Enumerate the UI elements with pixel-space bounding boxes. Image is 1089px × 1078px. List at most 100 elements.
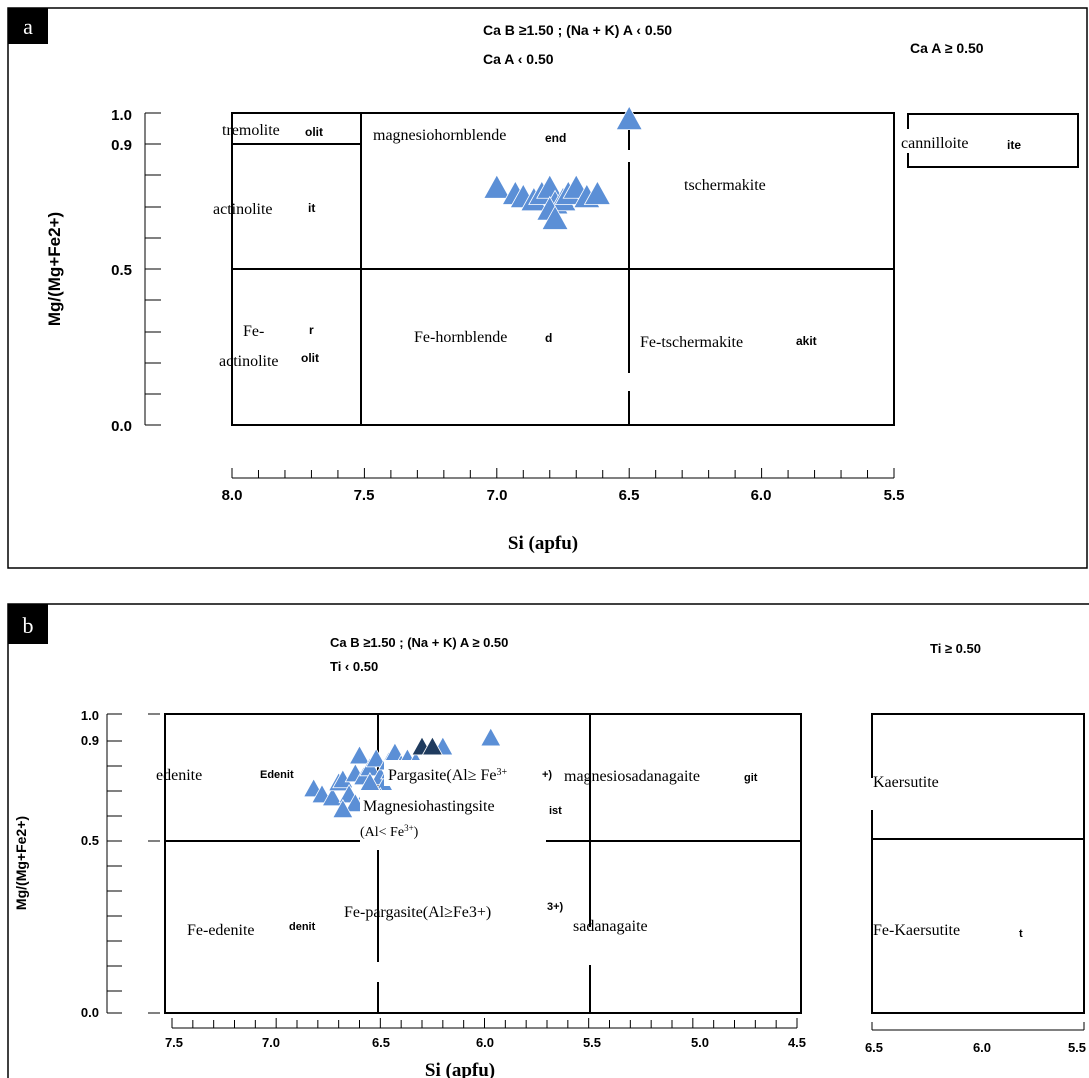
- panel-b-field-fragment: t: [1019, 928, 1023, 940]
- panel-a-header-line2: Ca A ‹ 0.50: [483, 51, 554, 67]
- panel-a-frame: [7, 7, 1088, 569]
- panel-a-xlabel: Si (apfu): [508, 533, 578, 554]
- panel-a-field-fe-actinolite-line2: actinolite: [219, 353, 279, 370]
- data-point-triangle: [321, 786, 344, 807]
- panel-a-xtick: 6.0: [751, 487, 772, 504]
- panel-b-x-axis: [171, 1018, 798, 1029]
- panel-a-field-tremolite: tremolite: [222, 122, 280, 139]
- data-point-triangle: [332, 798, 354, 819]
- panel-a-line-gap: [624, 373, 634, 391]
- panel-a-xtick: 7.0: [487, 487, 508, 504]
- panel-a-line-gap: [624, 150, 634, 162]
- panel-b-field-pargasite: Pargasite(Al≥ Fe3+: [388, 767, 507, 785]
- panel-b-xtick: 7.0: [262, 1035, 280, 1050]
- panel-b-field-fragment: denit: [289, 921, 316, 933]
- panel-b-label-box: [8, 604, 48, 644]
- panel-b-header-right: Ti ≥ 0.50: [930, 641, 981, 656]
- panel-b-plot-border: [164, 713, 802, 1014]
- panel-b-field-fragment: git: [744, 772, 758, 784]
- panel-a-field-cannilloite: cannilloite: [901, 135, 969, 152]
- panel-a-xtick: 7.5: [354, 487, 375, 504]
- panel-b-field-fe-pargasite: Fe-pargasite(Al≥Fe3+): [344, 904, 491, 921]
- panel-b-inset-border: [871, 713, 1085, 1014]
- panel-a-ylabel: Mg/(Mg+Fe2+): [45, 212, 64, 326]
- panel-a-ytick: 0.5: [111, 262, 132, 279]
- panel-b-label: b: [23, 613, 34, 638]
- panel-a-field-fe-tschermakite: Fe-tschermakite: [640, 334, 743, 351]
- panel-a-ytick: 1.0: [111, 107, 132, 124]
- panel-b-ytick: 0.5: [81, 833, 99, 848]
- panel-a-field-fragment: end: [545, 131, 566, 145]
- panel-a-field-fragment: olit: [301, 351, 319, 365]
- panel-a-field-fragment: it: [308, 201, 315, 215]
- panel-b-field-fe-edenite: Fe-edenite: [187, 922, 255, 939]
- panel-b-field-fragment: Edenit: [260, 769, 294, 781]
- panel-b-y-axis: [106, 713, 160, 1014]
- panel-b-xlabel: Si (apfu): [425, 1060, 495, 1078]
- panel-b-ylabel: Mg/(Mg+Fe2+): [13, 816, 29, 910]
- panel-a-x-axis: [231, 468, 895, 479]
- data-point-triangle: [583, 180, 612, 205]
- panel-a-field-tschermakite: tschermakite: [684, 177, 766, 194]
- data-point-triangle: [365, 748, 387, 768]
- panel-b-xtick: 6.5: [372, 1035, 390, 1050]
- panel-a-ytick: 0.0: [111, 418, 132, 435]
- panel-a-header-right: Ca A ≥ 0.50: [910, 40, 984, 56]
- panel-b-pargasite-label-bg: [384, 760, 560, 786]
- panel-a-label-box: [8, 8, 48, 44]
- panel-a-field-fragment: r: [309, 323, 314, 337]
- panel-a-field-fragment: akit: [796, 334, 817, 348]
- panel-b-hastingsite-label-bg: [360, 790, 546, 850]
- panel-b-field-fragment: 3+): [547, 901, 564, 913]
- panel-b-field-magnesiosadanagaite: magnesiosadanagaite: [564, 768, 700, 785]
- panel-a-field-lines: [231, 112, 1079, 426]
- panel-b-header-line2: Ti ‹ 0.50: [330, 659, 378, 674]
- panel-a-xtick: 5.5: [884, 487, 905, 504]
- data-point-triangle: [480, 727, 502, 747]
- panel-a-ytick: 0.9: [111, 137, 132, 154]
- panel-b-line-gap: [867, 778, 877, 810]
- panel-b-field-magnesiohastingsite-line2: (Al< Fe3+): [360, 823, 419, 840]
- panel-b-field-fragment: +): [542, 769, 552, 781]
- panel-a: a Ca B ≥1.50 ; (Na + K) A ‹ 0.50 Ca A ‹ …: [7, 7, 1088, 569]
- panel-a-field-fragment: olit: [305, 125, 323, 139]
- panel-a-field-fragment: ite: [1007, 138, 1021, 152]
- panel-b-line-gap: [373, 962, 383, 982]
- panel-b-xtick: 6.0: [476, 1035, 494, 1050]
- panel-b-xtick: 4.5: [788, 1035, 806, 1050]
- data-point-triangle: [541, 205, 569, 230]
- panel-b-inset-xtick: 6.5: [865, 1040, 883, 1055]
- panel-a-xtick: 8.0: [222, 487, 243, 504]
- panel-b-header-line1: Ca B ≥1.50 ; (Na + K) A ≥ 0.50: [330, 635, 508, 650]
- panel-a-header-line1: Ca B ≥1.50 ; (Na + K) A ‹ 0.50: [483, 22, 672, 38]
- panel-b-xtick: 5.0: [691, 1035, 709, 1050]
- panel-b-ytick: 0.0: [81, 1005, 99, 1020]
- panel-a-xtick: 6.5: [619, 487, 640, 504]
- panel-b-xtick: 5.5: [583, 1035, 601, 1050]
- panel-a-label: a: [23, 14, 33, 39]
- data-point-triangle: [483, 174, 511, 199]
- data-point-triangle: [615, 105, 643, 131]
- panel-a-cannilloite-label-bg: [897, 129, 997, 153]
- panel-b-inset-xtick: 5.5: [1068, 1040, 1086, 1055]
- data-point-triangle: [421, 736, 444, 756]
- panel-a-field-actinolite: actinolite: [213, 201, 273, 218]
- panel-b-xtick: 7.5: [165, 1035, 183, 1050]
- panel-b-inset-x-axis: [871, 1022, 1085, 1031]
- panel-b-field-lines: [164, 713, 1085, 1014]
- panel-b-ytick: 1.0: [81, 708, 99, 723]
- panel-b-field-edenite: edenite: [156, 767, 202, 784]
- panel-b-field-magnesiohastingsite: Magnesiohastingsite: [363, 798, 495, 815]
- panel-a-y-axis: [144, 112, 161, 426]
- panel-b-inset-xtick: 6.0: [973, 1040, 991, 1055]
- panel-b-line-gap: [585, 927, 595, 965]
- panel-b-frame: [7, 603, 1089, 1078]
- panel-b-field-sadanagaite: sadanagaite: [573, 918, 648, 935]
- panel-b-field-fragment: ist: [549, 805, 562, 817]
- panel-a-field-fe-actinolite: Fe-: [243, 323, 264, 340]
- panel-a-data-points: [483, 105, 643, 230]
- panel-b-field-kaersutite: Kaersutite: [873, 774, 939, 791]
- panel-a-field-fragment: d: [545, 331, 552, 345]
- panel-a-field-fe-hornblende: Fe-hornblende: [414, 329, 507, 346]
